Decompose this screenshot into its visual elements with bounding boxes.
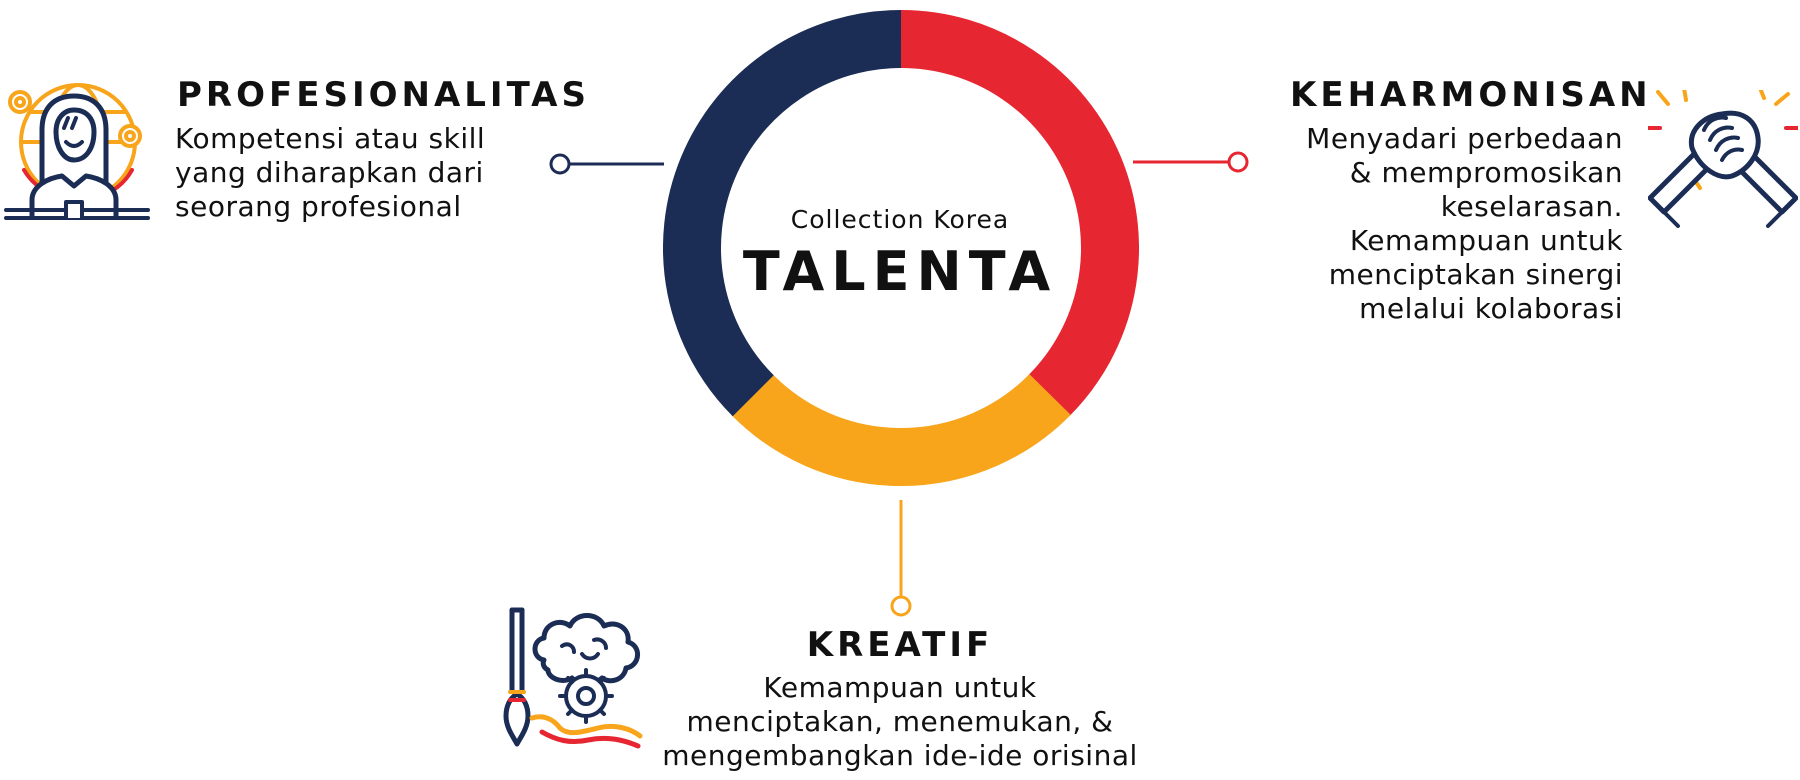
professional-person-icon	[4, 83, 150, 220]
kreatif-line: Kemampuan untuk	[763, 671, 1037, 704]
keharmonisan-title: KEHARMONISAN	[1290, 75, 1652, 115]
keharmonisan-line: keselarasan.	[1440, 190, 1623, 223]
keharmonisan-line: menciptakan sinergi	[1328, 258, 1623, 291]
kreatif-line: menciptakan, menemukan, &	[686, 705, 1114, 738]
connector-profesionalitas	[549, 153, 664, 175]
keharmonisan-line: Menyadari perbedaan	[1306, 122, 1623, 155]
center-title: TALENTA	[742, 240, 1058, 303]
center-subtitle: Collection Korea	[790, 205, 1010, 234]
profesionalitas-title: PROFESIONALITAS	[177, 75, 590, 115]
talenta-donut-chart	[663, 10, 1139, 486]
keharmonisan-line: & mempromosikan	[1349, 156, 1623, 189]
segment-keharmonisan	[900, 10, 1139, 417]
profesionalitas-line: yang diharapkan dari	[175, 156, 484, 189]
creative-brain-brush-icon	[503, 607, 643, 749]
kreatif-title: KREATIF	[806, 625, 994, 665]
handshake-icon	[1648, 90, 1798, 228]
kreatif-description: Kemampuan untuk menciptakan, menemukan, …	[600, 671, 1200, 773]
keharmonisan-line: Kemampuan untuk	[1349, 224, 1623, 257]
keharmonisan-line: melalui kolaborasi	[1359, 292, 1623, 325]
profesionalitas-line: Kompetensi atau skill	[175, 122, 486, 155]
segment-kreatif	[731, 373, 1071, 486]
profesionalitas-description: Kompetensi atau skill yang diharapkan da…	[175, 122, 485, 224]
keharmonisan-description: Menyadari perbedaan & mempromosikan kese…	[1220, 122, 1623, 326]
kreatif-line: mengembangkan ide-ide orisinal	[662, 739, 1138, 772]
segment-profesionalitas	[663, 10, 902, 417]
profesionalitas-line: seorang profesional	[175, 190, 462, 223]
connector-kreatif	[890, 500, 912, 617]
